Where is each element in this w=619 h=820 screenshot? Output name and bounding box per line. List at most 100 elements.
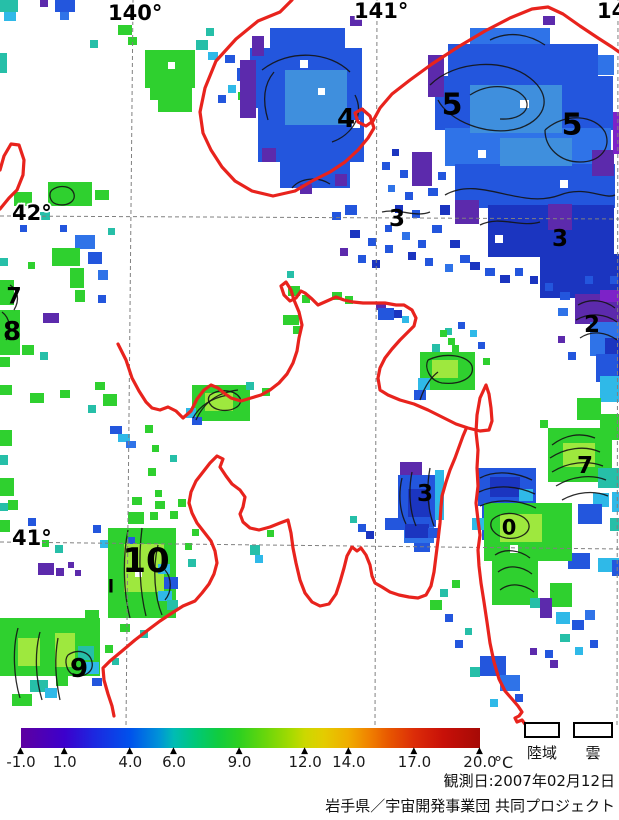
temperature-pixel xyxy=(612,492,619,512)
temperature-pixel xyxy=(510,545,518,553)
temperature-pixel xyxy=(56,676,68,686)
temperature-pixel xyxy=(335,174,347,186)
isotherm-contour xyxy=(291,178,331,189)
temperature-pixel xyxy=(0,0,18,12)
temperature-pixel xyxy=(302,295,310,303)
temperature-pixel xyxy=(408,489,430,517)
temperature-pixel xyxy=(368,238,376,246)
colorbar-tick-marker: ▲ xyxy=(126,746,134,756)
temperature-pixel xyxy=(358,524,366,532)
isotherm-contour xyxy=(419,371,439,401)
contour-label: 7 xyxy=(6,285,21,310)
isotherm-contour xyxy=(490,512,530,539)
temperature-pixel xyxy=(185,543,192,550)
temperature-pixel xyxy=(155,490,162,497)
temperature-pixel xyxy=(100,540,108,548)
temperature-pixel xyxy=(255,555,263,563)
isotherm-contour xyxy=(1,311,11,341)
isotherm-contour xyxy=(381,210,431,215)
temperature-pixel xyxy=(438,172,446,180)
temperature-pixel xyxy=(288,286,300,296)
temperature-pixel xyxy=(22,345,34,355)
temperature-pixel xyxy=(225,55,235,63)
isotherm-contour xyxy=(427,467,435,527)
temperature-pixel xyxy=(448,44,598,78)
temperature-pixel xyxy=(452,345,459,352)
isotherm-contour xyxy=(544,117,608,163)
temperature-pixel xyxy=(545,650,553,658)
contour-label: 7 xyxy=(577,453,593,479)
temperature-pixel xyxy=(590,640,598,648)
temperature-pixel xyxy=(287,271,294,278)
sst-map: 4 5 5 3 3 2 7 8 10 l 9 3 7 0 140° 141° 142° 42° 41° xyxy=(0,0,619,726)
temperature-pixel xyxy=(560,292,570,300)
temperature-pixel xyxy=(492,561,538,605)
temperature-pixel xyxy=(610,424,619,432)
temperature-pixel xyxy=(167,600,178,610)
temperature-pixel xyxy=(252,36,264,56)
temperature-pixel xyxy=(500,138,572,166)
isotherm-contour xyxy=(479,220,541,226)
temperature-pixel xyxy=(0,53,7,73)
temperature-pixel xyxy=(455,640,463,648)
isotherm-contour xyxy=(549,447,601,459)
temperature-pixel xyxy=(543,16,555,25)
temperature-pixels xyxy=(0,0,619,707)
contour-label: 3 xyxy=(552,226,568,252)
isotherm-contours xyxy=(1,33,618,701)
temperature-pixel xyxy=(445,264,453,272)
legend-cloud-label: 雲 xyxy=(585,744,601,762)
temperature-pixel xyxy=(402,232,410,240)
temperature-pixel xyxy=(430,600,442,610)
temperature-pixel xyxy=(575,647,583,655)
temperature-pixel xyxy=(405,192,413,200)
meridian-142 xyxy=(616,0,619,726)
contour-label: 5 xyxy=(562,108,583,143)
temperature-pixel xyxy=(60,12,69,20)
legend-cloud-swatch xyxy=(573,722,613,738)
colorbar-tick-label: 17.0 xyxy=(397,753,432,771)
temperature-pixel xyxy=(0,385,12,395)
temperature-pixel xyxy=(470,28,550,46)
isotherm-contour xyxy=(561,491,609,501)
temperature-pixel xyxy=(470,262,480,270)
parallel-41 xyxy=(0,541,619,550)
coastline-path xyxy=(198,0,619,198)
isotherm-contour xyxy=(444,188,616,200)
temperature-pixel xyxy=(75,235,95,249)
temperature-pixel xyxy=(8,500,18,510)
temperature-pixel xyxy=(556,612,570,624)
temperature-pixel xyxy=(110,426,122,434)
temperature-pixel xyxy=(188,559,196,567)
temperature-pixel xyxy=(500,675,520,691)
colorbar-tick-marker: ▲ xyxy=(235,746,243,756)
temperature-pixel xyxy=(45,688,57,698)
isotherm-contour xyxy=(489,33,546,46)
temperature-pixel xyxy=(530,276,538,284)
contour-label: 0 xyxy=(502,515,517,539)
meridian-141 xyxy=(374,0,378,726)
temperature-pixel xyxy=(530,598,542,608)
temperature-pixel xyxy=(350,516,357,523)
temperature-pixel xyxy=(560,180,568,188)
temperature-pixel xyxy=(135,570,142,577)
temperature-pixel xyxy=(435,470,444,520)
contour-label: 5 xyxy=(442,88,463,123)
temperature-pixel xyxy=(470,330,477,337)
contour-label: l xyxy=(108,576,114,597)
temperature-pixel xyxy=(585,610,595,620)
isotherm-contour xyxy=(579,332,618,341)
temperature-pixel xyxy=(385,225,392,232)
temperature-pixel xyxy=(112,658,119,665)
isotherm-contour xyxy=(331,94,360,143)
temperature-pixel xyxy=(20,225,27,232)
colorbar-tick-marker: ▲ xyxy=(60,746,68,756)
temperature-pixel xyxy=(432,344,440,352)
temperature-pixel xyxy=(98,295,106,303)
isotherm-contour xyxy=(551,461,604,473)
contour-label: 3 xyxy=(417,481,433,507)
temperature-pixel xyxy=(478,342,485,349)
isotherm-contour xyxy=(497,566,533,575)
temperature-pixel xyxy=(428,528,440,538)
isotherm-contour xyxy=(9,284,19,311)
